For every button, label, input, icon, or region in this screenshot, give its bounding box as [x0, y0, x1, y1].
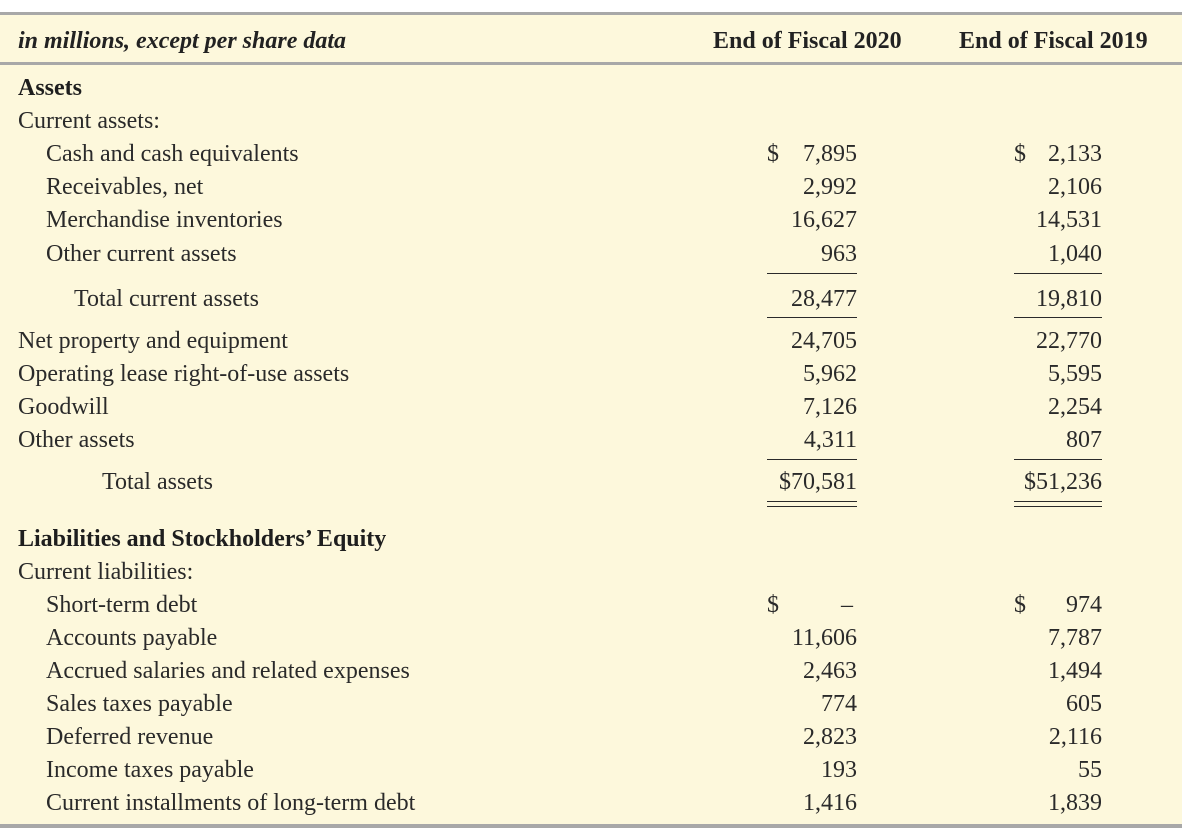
amount: 2,823	[803, 724, 857, 750]
row-label: Merchandise inventories	[46, 207, 283, 233]
amount: 7,126	[803, 394, 857, 420]
section-heading-assets: Assets	[18, 75, 82, 101]
subheading-current-liabilities: Current liabilities:	[18, 559, 194, 585]
double-underline-bottom	[767, 506, 857, 507]
current-liabilities-heading-row: Current liabilities:	[0, 559, 1182, 589]
currency-symbol: $	[1014, 141, 1026, 167]
table-row: Goodwill 7,126 2,254	[0, 394, 1182, 424]
amount: 16,627	[791, 207, 857, 233]
amount: 1,416	[803, 790, 857, 816]
row-label: Accrued salaries and related expenses	[46, 658, 410, 684]
amount: 5,595	[1048, 361, 1102, 387]
amount: 7,787	[1048, 625, 1102, 651]
amount: 2,992	[803, 174, 857, 200]
amount: 2,133	[1048, 141, 1102, 167]
units-caption: in millions, except per share data	[18, 28, 347, 54]
currency-symbol: $	[1014, 592, 1026, 618]
amount: –	[841, 592, 853, 618]
amount: 1,040	[1048, 241, 1102, 267]
table-row-total: Total assets $70,581 $51,236	[0, 469, 1182, 499]
amount: 24,705	[791, 328, 857, 354]
amount: 4,311	[803, 427, 857, 453]
amount: 1,839	[1048, 790, 1102, 816]
row-label: Current installments of long-term debt	[46, 790, 416, 816]
row-label: Income taxes payable	[46, 757, 254, 783]
row-label: Receivables, net	[46, 174, 204, 200]
row-label: Accounts payable	[46, 625, 218, 651]
amount: 5,962	[803, 361, 857, 387]
amount: 1,494	[1048, 658, 1102, 684]
amount: 974	[1066, 592, 1102, 618]
amount: $70,581	[779, 469, 857, 495]
table-header: in millions, except per share data End o…	[0, 15, 1182, 65]
subheading-current-assets: Current assets:	[18, 108, 160, 134]
table-row: Short-term debt $ – $974	[0, 592, 1182, 622]
row-label: Cash and cash equivalents	[46, 141, 299, 167]
table-bottom-border	[0, 824, 1182, 828]
current-assets-heading-row: Current assets:	[0, 108, 1182, 138]
subtotal-rule	[767, 317, 857, 318]
table-row-subtotal: Total current assets 28,477 19,810	[0, 286, 1182, 316]
row-label: Total current assets	[74, 286, 259, 312]
amount: 2,254	[1048, 394, 1102, 420]
amount: 605	[1066, 691, 1102, 717]
row-label: Other current assets	[46, 241, 237, 267]
amount: 22,770	[1036, 328, 1102, 354]
row-label: Net property and equipment	[18, 328, 288, 354]
table-row: Other assets 4,311 807	[0, 427, 1182, 457]
total-rule	[767, 459, 857, 460]
row-label: Sales taxes payable	[46, 691, 233, 717]
amount: 2,463	[803, 658, 857, 684]
assets-heading-row: Assets	[0, 75, 1182, 105]
amount: 19,810	[1036, 286, 1102, 312]
subtotal-rule	[1014, 273, 1102, 274]
table-row: Income taxes payable 193 55	[0, 757, 1182, 787]
liabilities-heading-row: Liabilities and Stockholders’ Equity	[0, 526, 1182, 556]
double-underline-top	[767, 501, 857, 502]
amount: 2,116	[1048, 724, 1102, 750]
amount: 963	[821, 241, 857, 267]
amount: 774	[821, 691, 857, 717]
table-row: Operating lease right-of-use assets 5,96…	[0, 361, 1182, 391]
amount: 11,606	[791, 625, 857, 651]
total-rule	[1014, 459, 1102, 460]
table-row: Merchandise inventories 16,627 14,531	[0, 207, 1182, 237]
column-header-2019: End of Fiscal 2019	[959, 28, 1148, 54]
row-label: Deferred revenue	[46, 724, 214, 750]
row-label: Short-term debt	[46, 592, 198, 618]
row-label: Other assets	[18, 427, 135, 453]
table-row: Accrued salaries and related expenses 2,…	[0, 658, 1182, 688]
table-row: Accounts payable 11,606 7,787	[0, 625, 1182, 655]
double-underline-bottom	[1014, 506, 1102, 507]
amount: 55	[1078, 757, 1102, 783]
table-row: Deferred revenue 2,823 2,116	[0, 724, 1182, 754]
amount: 193	[821, 757, 857, 783]
subtotal-rule	[767, 273, 857, 274]
table-row: Net property and equipment 24,705 22,770	[0, 328, 1182, 358]
currency-symbol: $	[767, 592, 779, 618]
column-header-2020: End of Fiscal 2020	[713, 28, 902, 54]
amount: 28,477	[791, 286, 857, 312]
amount: 807	[1066, 427, 1102, 453]
balance-sheet-table: in millions, except per share data End o…	[0, 12, 1182, 828]
table-row: Current installments of long-term debt 1…	[0, 790, 1182, 820]
row-label: Operating lease right-of-use assets	[18, 361, 350, 387]
amount: $51,236	[1024, 469, 1102, 495]
row-label: Goodwill	[18, 394, 109, 420]
table-row: Other current assets 963 1,040	[0, 241, 1182, 271]
table-row: Cash and cash equivalents $7,895 $2,133	[0, 141, 1182, 171]
row-label: Total assets	[102, 469, 213, 495]
table-row: Sales taxes payable 774 605	[0, 691, 1182, 721]
amount: 2,106	[1048, 174, 1102, 200]
subtotal-rule	[1014, 317, 1102, 318]
amount: 14,531	[1036, 207, 1102, 233]
currency-symbol: $	[767, 141, 779, 167]
section-heading-liabilities: Liabilities and Stockholders’ Equity	[18, 526, 387, 552]
amount: 7,895	[803, 141, 857, 167]
table-row: Receivables, net 2,992 2,106	[0, 174, 1182, 204]
double-underline-top	[1014, 501, 1102, 502]
